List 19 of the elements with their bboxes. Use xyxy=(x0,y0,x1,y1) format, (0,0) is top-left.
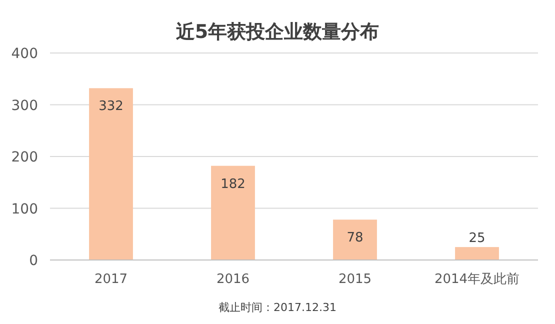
y-tick-label: 300 xyxy=(11,98,38,114)
y-tick-label: 400 xyxy=(11,46,38,62)
data-label: 78 xyxy=(346,230,364,246)
y-tick-label: 100 xyxy=(11,201,38,218)
data-label: 182 xyxy=(220,176,246,192)
bar xyxy=(89,88,133,260)
text: 截止时间：2017.12.31 xyxy=(218,301,336,314)
bar xyxy=(333,220,377,260)
bar xyxy=(455,247,499,260)
x-tick-label: 2014年及此前 xyxy=(434,272,520,287)
data-label: 25 xyxy=(468,231,486,246)
y-tick-label: 200 xyxy=(11,150,38,166)
x-tick-label: 2016 xyxy=(216,272,250,287)
bar xyxy=(211,166,255,260)
x-tick-label: 2015 xyxy=(338,272,372,287)
x-tick-label: 2017 xyxy=(94,272,128,287)
y-tick-label: 0 xyxy=(29,253,38,269)
chart-title: 近5年获投企业数量分布 xyxy=(174,21,380,43)
data-label: 332 xyxy=(98,99,124,114)
